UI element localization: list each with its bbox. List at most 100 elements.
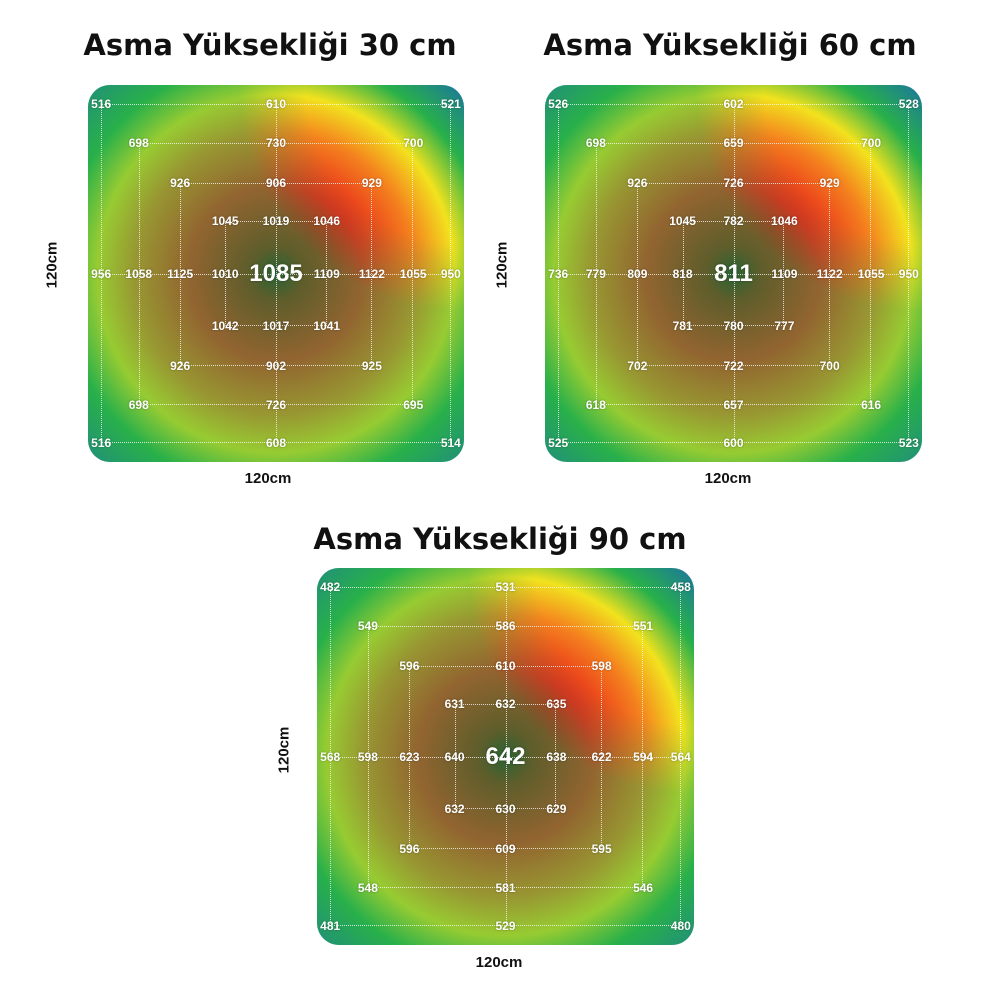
heatmap-panel-90cm: Asma Yüksekliği 90 cm 482 531 458 549 586 551… — [270, 500, 730, 1000]
heatmap-panel-60cm: Asma Yüksekliği 60 cm 526 602 528 698 659 700… — [494, 0, 960, 500]
value-label: 950 — [898, 266, 919, 281]
value-label: 514 — [440, 436, 461, 451]
grid-ring-1 — [101, 103, 451, 444]
grid-ring-4 — [225, 220, 327, 327]
value-label: 516 — [91, 96, 112, 111]
grid-center-vertical — [276, 103, 277, 444]
value-label: 926 — [170, 358, 191, 373]
value-label: 521 — [440, 96, 461, 111]
value-label: 698 — [128, 136, 149, 151]
y-axis-label: 120cm — [493, 241, 511, 289]
value-label: 600 — [723, 436, 744, 451]
value-label: 925 — [361, 358, 382, 373]
value-label: 598 — [357, 749, 378, 764]
value-label: 926 — [170, 176, 191, 191]
value-label: 638 — [546, 749, 567, 764]
value-label: 777 — [774, 319, 795, 334]
value-label: 956 — [91, 266, 112, 281]
value-label: 596 — [399, 841, 420, 856]
value-label: 1045 — [211, 213, 239, 228]
value-label: 781 — [672, 319, 693, 334]
value-label: 1046 — [771, 213, 798, 228]
value-label: 596 — [399, 659, 420, 674]
value-label: 1019 — [262, 213, 290, 228]
x-axis-label: 120cm — [475, 954, 523, 971]
value-label: 481 — [320, 919, 341, 934]
value-label: 1055 — [857, 266, 885, 281]
grid-center-horizontal — [101, 273, 451, 275]
value-label: 818 — [672, 266, 693, 281]
heatmap-area: 482 531 458 549 586 551 596 610 598 631 632 635 568 5… — [317, 568, 694, 945]
grid-center-horizontal — [330, 756, 681, 758]
panel-title: Asma Yüksekliği 90 cm — [313, 522, 687, 556]
value-label: 1046 — [313, 213, 341, 228]
center-value-label: 1085 — [249, 259, 303, 287]
grid-ring-1 — [330, 586, 681, 927]
x-axis-label: 120cm — [244, 470, 292, 487]
value-label: 782 — [723, 213, 744, 228]
value-label: 523 — [898, 436, 919, 451]
value-label: 632 — [495, 696, 516, 711]
value-label: 551 — [633, 619, 654, 634]
value-label: 1122 — [358, 266, 385, 281]
value-label: 659 — [723, 136, 744, 151]
value-label: 622 — [591, 749, 612, 764]
value-label: 1125 — [167, 266, 194, 281]
center-value-label: 811 — [714, 259, 753, 287]
value-label: 630 — [495, 802, 516, 817]
value-label: 702 — [627, 358, 648, 373]
value-label: 595 — [591, 841, 612, 856]
grid-center-horizontal — [558, 273, 909, 275]
value-label: 525 — [548, 436, 569, 451]
value-label: 594 — [633, 749, 654, 764]
value-label: 726 — [723, 176, 744, 191]
heatmap-panel-30cm: Asma Yüksekliği 30 cm 516 610 521 698 730 700… — [40, 0, 500, 500]
value-label: 929 — [819, 176, 840, 191]
value-label: 516 — [91, 436, 112, 451]
panel-title: Asma Yüksekliği 30 cm — [83, 28, 457, 62]
value-label: 458 — [670, 579, 691, 594]
value-label: 1045 — [669, 213, 696, 228]
value-label: 1109 — [771, 266, 798, 281]
value-label: 581 — [495, 881, 516, 896]
grid-ring-4 — [682, 220, 785, 327]
value-label: 1109 — [313, 266, 340, 281]
value-label: 548 — [357, 881, 378, 896]
value-label: 610 — [265, 96, 287, 111]
grid-center-vertical — [733, 103, 735, 444]
value-label: 480 — [670, 919, 691, 934]
value-label: 698 — [128, 398, 149, 413]
value-label: 618 — [585, 398, 606, 413]
value-label: 531 — [495, 579, 516, 594]
value-label: 1058 — [125, 266, 153, 281]
value-label: 610 — [495, 659, 516, 674]
value-label: 1017 — [262, 319, 290, 334]
center-value-label: 642 — [485, 742, 526, 770]
value-label: 736 — [548, 266, 569, 281]
value-label: 730 — [265, 136, 287, 151]
value-label: 929 — [361, 176, 382, 191]
value-label: 726 — [265, 398, 287, 413]
value-label: 564 — [670, 749, 691, 764]
value-label: 602 — [723, 96, 744, 111]
value-label: 722 — [723, 358, 744, 373]
value-label: 779 — [585, 266, 606, 281]
value-label: 1010 — [211, 266, 239, 281]
y-axis-label: 120cm — [43, 241, 61, 289]
value-label: 1055 — [399, 266, 427, 281]
value-label: 616 — [861, 398, 882, 413]
value-label: 640 — [444, 749, 465, 764]
value-label: 568 — [320, 749, 341, 764]
value-label: 598 — [591, 659, 612, 674]
value-label: 1041 — [313, 319, 341, 334]
value-label: 657 — [723, 398, 744, 413]
value-label: 1122 — [816, 266, 843, 281]
value-label: 608 — [265, 436, 287, 451]
value-label: 700 — [819, 358, 840, 373]
value-label: 700 — [403, 136, 424, 151]
value-label: 926 — [627, 176, 648, 191]
value-label: 482 — [320, 579, 341, 594]
value-label: 528 — [898, 96, 919, 111]
value-label: 695 — [403, 398, 424, 413]
grid-ring-1 — [558, 103, 909, 444]
